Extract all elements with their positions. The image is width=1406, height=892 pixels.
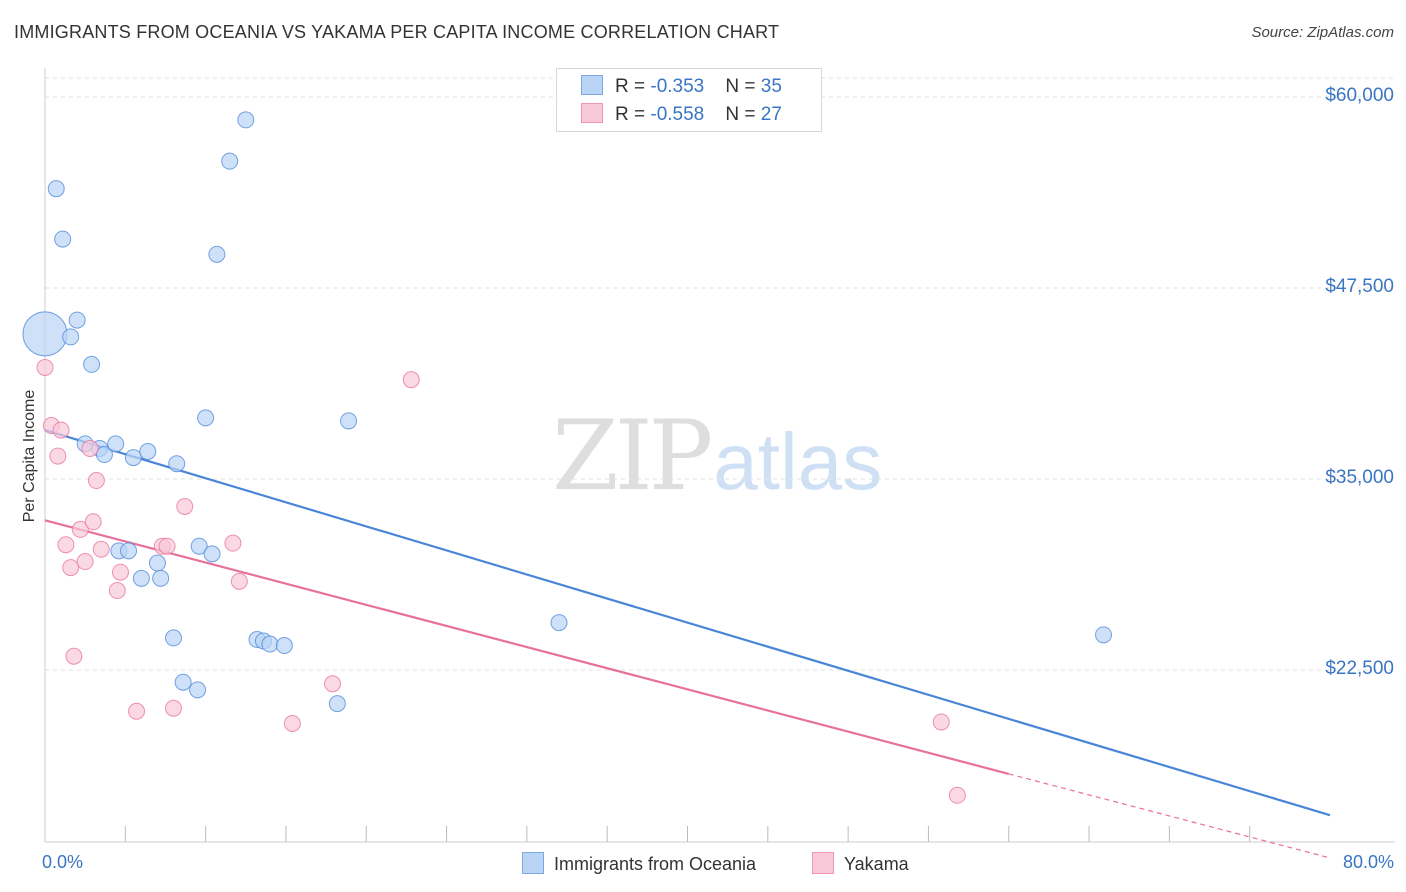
- oceania-point-24: [208, 245, 226, 263]
- oceania-point-19: [174, 673, 192, 691]
- r-label: R =: [615, 76, 651, 97]
- legend-item-oceania[interactable]: Immigrants from Oceania: [522, 852, 756, 875]
- trend-lines: [44, 429, 1331, 859]
- oceania-point-14: [139, 442, 157, 460]
- yakama-point-23: [324, 675, 342, 693]
- oceania-point-29: [261, 635, 279, 653]
- yakama-point-9: [81, 439, 99, 457]
- yakama-point-11: [87, 472, 105, 490]
- oceania-point-11: [120, 542, 138, 560]
- oceania-point-15: [148, 554, 166, 572]
- oceania-point-12: [124, 449, 142, 467]
- oceania-point-20: [189, 681, 207, 699]
- trend-line-extension-1: [1008, 773, 1331, 859]
- yakama-point-4: [57, 536, 75, 554]
- r-value-yakama: -0.558: [650, 104, 705, 125]
- oceania-point-0: [22, 311, 68, 357]
- oceania-point-33: [550, 614, 568, 632]
- n-label: N =: [725, 104, 761, 125]
- legend-swatch-yakama: [812, 852, 834, 874]
- oceania-point-18: [168, 455, 186, 473]
- n-value-yakama: 27: [760, 104, 782, 125]
- oceania-point-25: [221, 152, 239, 170]
- yakama-point-19: [176, 498, 194, 516]
- trend-line-1: [44, 519, 1010, 775]
- watermark: ZIPatlas: [552, 400, 882, 512]
- oceania-point-23: [203, 545, 221, 563]
- oceania-point-17: [165, 629, 182, 647]
- yakama-point-26: [948, 786, 966, 804]
- legend-item-yakama[interactable]: Yakama: [812, 852, 909, 875]
- yakama-point-12: [92, 540, 110, 558]
- yakama-point-2: [49, 447, 67, 465]
- oceania-point-26: [237, 111, 255, 129]
- stats-row-oceania: R = -0.353 N = 35: [581, 75, 782, 98]
- watermark-zip: ZIP: [552, 400, 713, 512]
- yakama-point-15: [128, 702, 146, 720]
- yakama-point-7: [71, 520, 89, 538]
- yakama-point-18: [165, 699, 182, 717]
- y-tick-label-2: $35,000: [1325, 467, 1394, 488]
- x-tick-label-max: 80.0%: [1342, 852, 1394, 872]
- watermark-atlas: atlas: [713, 417, 883, 506]
- oceania-point-30: [275, 637, 293, 655]
- yakama-point-6: [65, 647, 83, 665]
- axes: [44, 68, 1395, 843]
- yakama-point-3: [52, 421, 70, 439]
- oceania-point-13: [132, 569, 150, 587]
- oceania-point-21: [190, 537, 208, 555]
- oceania-point-8: [95, 446, 113, 464]
- y-tick-label-0: $60,000: [1325, 85, 1394, 106]
- n-value-oceania: 35: [760, 76, 782, 97]
- yakama-point-21: [230, 572, 248, 590]
- y-axis-label: Per Capita Income: [21, 389, 38, 523]
- yakama-point-22: [283, 714, 301, 732]
- yakama-point-17: [158, 537, 176, 555]
- oceania-swatch: [581, 75, 603, 95]
- source-label: Source: ZipAtlas.com: [1251, 24, 1394, 41]
- oceania-point-3: [62, 328, 80, 346]
- legend-label-oceania: Immigrants from Oceania: [554, 854, 757, 874]
- data-points: [22, 111, 1113, 804]
- x-tick-label-min: 0.0%: [42, 852, 84, 872]
- oceania-point-6: [83, 355, 101, 373]
- trend-line-0: [44, 429, 1331, 817]
- oceania-point-1: [47, 180, 65, 198]
- n-label: N =: [725, 76, 761, 97]
- oceania-point-32: [340, 412, 358, 430]
- oceania-point-22: [197, 409, 215, 427]
- y-tick-label-1: $47,500: [1325, 276, 1394, 297]
- yakama-point-20: [224, 534, 242, 552]
- oceania-point-4: [68, 311, 86, 329]
- yakama-point-5: [62, 559, 80, 577]
- yakama-point-14: [111, 563, 129, 581]
- oceania-point-16: [152, 569, 170, 587]
- y-tick-label-3: $22,500: [1325, 658, 1394, 679]
- yakama-point-13: [108, 582, 126, 600]
- yakama-point-24: [402, 371, 420, 389]
- yakama-point-8: [76, 553, 94, 571]
- r-value-oceania: -0.353: [650, 76, 705, 97]
- legend-label-yakama: Yakama: [844, 854, 909, 874]
- oceania-point-34: [1095, 626, 1113, 644]
- r-label: R =: [615, 104, 651, 125]
- chart-title: IMMIGRANTS FROM OCEANIA VS YAKAMA PER CA…: [14, 22, 780, 42]
- yakama-point-0: [36, 358, 54, 376]
- stats-row-yakama: R = -0.558 N = 27: [581, 103, 782, 126]
- oceania-point-31: [328, 695, 346, 713]
- yakama-point-25: [932, 713, 950, 731]
- correlation-stats-box: R = -0.353 N = 35 R = -0.558 N = 27: [556, 68, 822, 132]
- yakama-swatch: [581, 103, 603, 123]
- legend-swatch-oceania: [522, 852, 544, 874]
- oceania-point-2: [54, 230, 72, 248]
- yakama-point-10: [84, 513, 102, 531]
- oceania-point-9: [107, 435, 125, 453]
